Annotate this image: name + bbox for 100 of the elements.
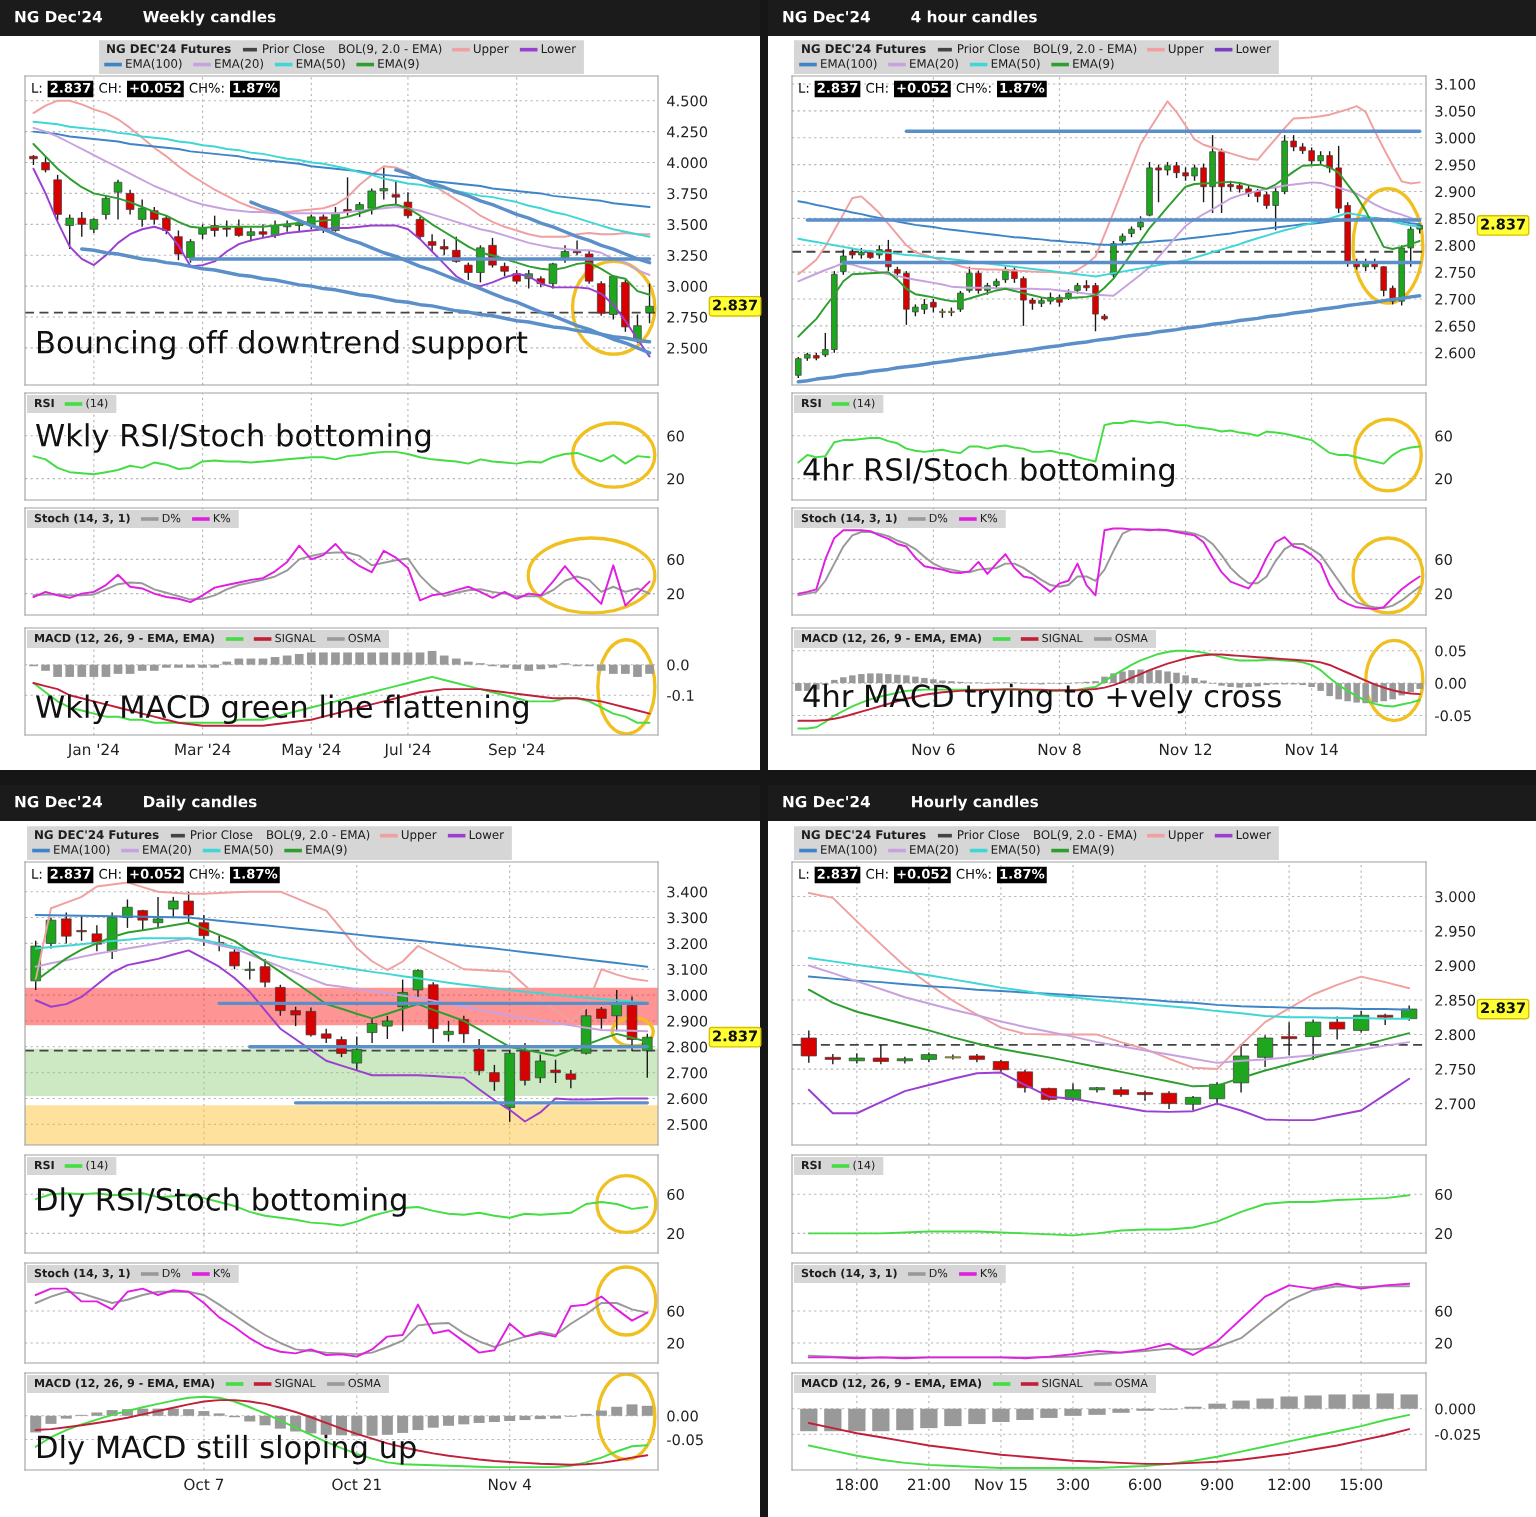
candlestick [596,1006,607,1030]
legend-title: NG DEC'24 Futures [802,44,926,54]
bar [831,679,838,684]
y-tick-label: 20 [1435,1228,1452,1240]
y-tick-label: -0.1 [667,689,694,702]
y-tick-label: -0.05 [1435,710,1471,722]
bar [198,1411,210,1416]
legend-label: OSMA [348,633,381,643]
annotation: L: 2.837 CH: +0.052 CH%: 1.87% [799,82,1045,93]
bar [633,664,642,677]
bar [536,664,546,670]
bar [125,664,135,674]
bar [992,1408,1010,1423]
legend-label: Upper [401,830,437,842]
bar [896,1408,914,1431]
bar [1352,1394,1370,1409]
bar [608,664,618,674]
bar [210,664,220,668]
candlestick [824,1053,841,1065]
legend-label: OSMA [348,1378,381,1388]
candlestick [1380,265,1387,298]
x-tick-label: Jul '24 [383,743,431,758]
bar [804,683,811,691]
y-tick-label: 20 [667,473,684,485]
y-tick-label: 20 [667,1228,684,1240]
bar [1317,683,1324,691]
legend-label: Prior Close [191,829,253,840]
line-series [807,964,1411,1064]
bar [77,664,87,677]
legend-label: (14) [853,398,875,409]
y-tick-label: 20 [667,588,684,600]
annotation: L: 2.837 CH: +0.052 CH%: 1.87% [32,868,278,879]
bar [443,1415,455,1426]
y-tick-label: 20 [667,1337,684,1349]
legend-label: Prior Close [958,43,1020,54]
legend-title: MACD (12, 26, 9 - EMA, EMA) [802,1378,982,1389]
bar [161,664,171,668]
y-tick-label: 3.000 [1435,891,1476,903]
legend-label: Lower [1236,830,1271,840]
line-series [807,1422,1411,1465]
y-tick-label: 0.000 [1435,1403,1476,1415]
bar [596,664,606,671]
y-tick-label: 3.300 [667,912,708,924]
bar [259,1415,271,1426]
y-tick-label: 0.00 [667,1410,698,1422]
legend-label: SIGNAL [1042,1378,1083,1388]
x-tick-label: 9:00 [1200,1478,1234,1491]
bar [1328,1394,1346,1409]
y-tick-label: 2.900 [1435,186,1476,198]
legend-label: (14) [86,398,108,409]
candlestick [795,356,802,379]
annotation: Wkly RSI/Stoch bottoming [36,423,431,453]
bar [1184,1406,1202,1409]
bar [968,1408,986,1425]
candlestick [366,1017,378,1044]
bar [1304,1395,1322,1409]
chart-subtitle: Daily candles [144,795,257,811]
candlestick [1407,225,1414,268]
bar [1182,675,1189,684]
y-tick-label: -0.05 [667,1434,703,1446]
bar [60,1415,72,1419]
candlestick [535,1053,546,1084]
bar [867,673,874,684]
bar [1040,1408,1058,1418]
legend-label: Upper [1168,44,1204,56]
bar [1400,1394,1418,1409]
legend-title: MACD (12, 26, 9 - EMA, EMA) [802,633,982,644]
line-series [34,949,649,1123]
y-tick-label: 2.700 [1435,1098,1476,1110]
y-tick-label: 2.850 [1435,213,1476,225]
x-tick-label: May '24 [282,743,341,759]
bar [894,674,901,684]
bar [234,658,244,665]
candlestick [61,911,72,945]
legend-label: (14) [853,1160,875,1171]
bar [137,664,147,671]
candlestick [489,1064,500,1092]
legend-title: NG DEC'24 Futures [35,830,159,840]
text: 2.837 [1481,1002,1525,1014]
x-tick-label: 6:00 [1128,1478,1162,1491]
y-tick-label: 2.900 [1435,960,1476,972]
bar [306,652,316,665]
bar [41,664,50,671]
chart-subtitle: Hourly candles [912,795,1038,811]
bar [1227,683,1234,688]
bar [367,652,377,665]
y-tick-label: 2.500 [667,1119,708,1131]
y-tick-label: 0.00 [1435,677,1466,689]
candlestick [1272,186,1279,231]
bar [439,655,449,665]
bar [1416,683,1423,689]
legend-label: Lower [1236,44,1271,54]
y-tick-label: 2.900 [667,1015,708,1027]
y-tick-label: 2.800 [1435,1029,1476,1041]
x-tick-label: 21:00 [907,1478,950,1491]
bar [858,674,865,684]
bar [795,683,802,691]
candlestick [1326,150,1333,174]
bar [1236,683,1243,688]
legend-label: EMA(100) [821,58,877,70]
